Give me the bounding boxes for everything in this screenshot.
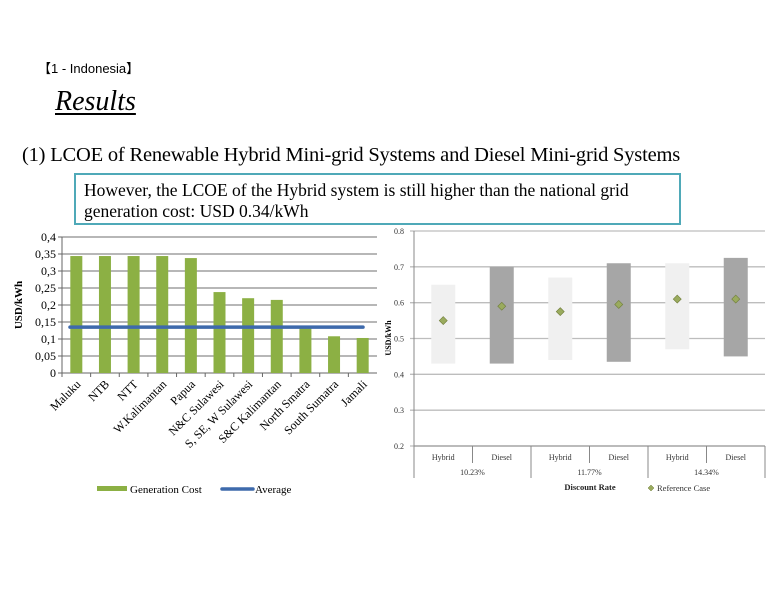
y-tick-label: 0.5 [394,335,404,344]
bar-jamali [356,337,369,373]
x-category-label: Diesel [609,453,630,462]
bar-w-kalimantan [156,256,169,373]
bar-north-smatra [299,328,312,373]
x-category-label: Hybrid [666,453,689,462]
y-tick-label: 0 [50,366,56,380]
reference-case-diamond-icon [731,294,741,304]
x-category-label: Hybrid [432,453,455,462]
y-tick-label: 0.8 [394,227,404,236]
section-tag: 【1 - Indonesia】 [38,61,140,76]
bar-ntb [98,256,111,373]
y-tick-label: 0,1 [41,332,56,346]
bar-maluku [70,256,83,373]
y-tick-label: 0.7 [394,263,404,272]
y-tick-label: 0.4 [394,370,404,379]
legend-label-generation-cost: Generation Cost [130,484,202,496]
x-category-label: Hybrid [549,453,572,462]
reference-case-diamond-icon [497,301,507,311]
range-bar-hybrid [548,277,573,360]
legend-label-reference-case: Reference Case [657,483,710,493]
y-tick-label: 0,4 [41,230,56,244]
range-bar-diesel [606,263,631,362]
y-tick-label: 0,15 [35,315,56,329]
callout-line-1: However, the LCOE of the Hybrid system i… [84,180,629,200]
page-subtitle: (1) LCOE of Renewable Hybrid Mini-grid S… [22,144,680,166]
bar-n-c-sulawesi [213,292,226,373]
generation-cost-chart: 00,050,10,150,20,250,30,350,4USD/kWhMalu… [13,230,377,496]
range-bar-diesel [723,257,748,357]
legend-swatch-generation-cost [97,486,127,491]
y-tick-label: 0,05 [35,349,56,363]
y-tick-label: 0.2 [394,442,404,451]
bar-s-se-w-sulawesi [242,298,255,373]
y-tick-label: 0.6 [394,299,404,308]
bar-ntt [127,256,140,373]
y-axis-label: USD/kWh [13,281,25,329]
reference-case-diamond-icon [672,294,682,304]
group-label: 10.23% [460,468,485,477]
page-title: Results [55,86,136,117]
y-tick-label: 0,3 [41,264,56,278]
reference-case-diamond-icon [438,316,448,326]
y-tick-label: 0.3 [394,406,404,415]
callout-line-2: generation cost: USD 0.34/kWh [84,201,309,221]
y-tick-label: 0,25 [35,281,56,295]
legend-label-average: Average [255,484,292,496]
bar-south-sumatra [328,336,341,373]
group-label: 11.77% [577,468,602,477]
x-axis-label: Discount Rate [564,482,615,492]
y-tick-label: 0,2 [41,298,56,312]
legend-diamond-icon [647,484,655,492]
reference-case-diamond-icon [614,300,624,309]
y-tick-label: 0,35 [35,247,56,261]
reference-case-diamond-icon [555,307,565,317]
callout-box: However, the LCOE of the Hybrid system i… [74,173,681,225]
range-bar-diesel [489,266,514,364]
bar-s-c-kalimantan [270,299,283,373]
group-label: 14.34% [694,468,719,477]
x-category-label: Diesel [492,453,513,462]
bar-papua [184,258,197,373]
y-axis-label: USD/kWh [384,320,393,356]
x-category-label: Diesel [726,453,747,462]
range-bar-hybrid [665,263,690,350]
